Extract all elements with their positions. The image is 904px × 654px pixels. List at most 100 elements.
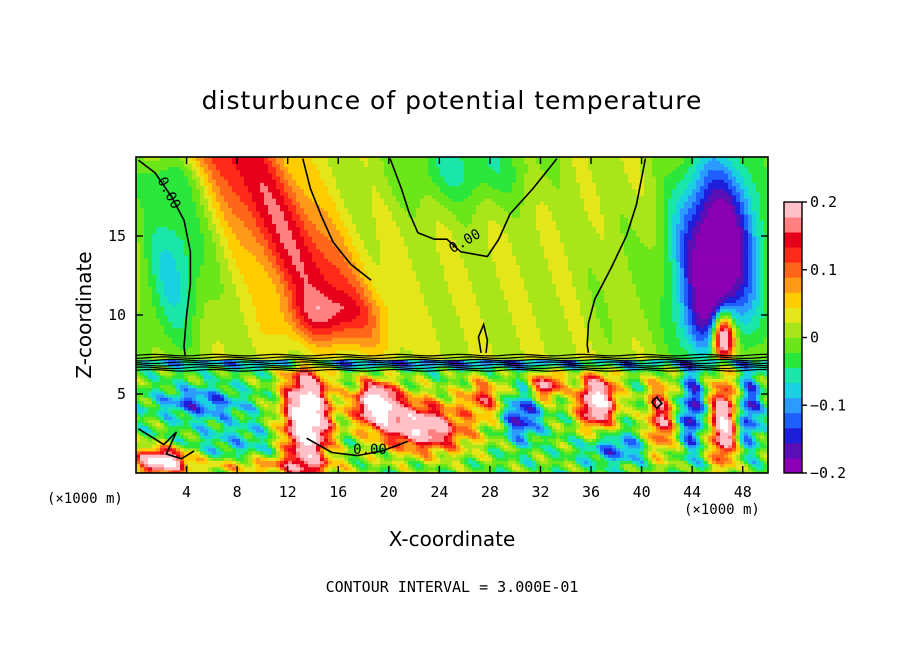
heatmap-cell bbox=[528, 460, 533, 465]
heatmap-cell bbox=[464, 378, 469, 382]
heatmap-cell bbox=[696, 457, 701, 461]
heatmap-cell bbox=[632, 469, 637, 473]
heatmap-cell bbox=[332, 381, 337, 386]
heatmap-cell bbox=[436, 397, 441, 401]
heatmap-cell bbox=[312, 447, 317, 452]
heatmap-cell bbox=[592, 397, 597, 401]
heatmap-cell bbox=[220, 400, 225, 405]
heatmap-cell bbox=[252, 466, 257, 471]
heatmap-cell bbox=[384, 387, 389, 392]
heatmap-cell bbox=[504, 394, 509, 398]
heatmap-cell bbox=[704, 441, 709, 446]
heatmap-cell bbox=[368, 390, 373, 395]
heatmap-cell bbox=[292, 394, 297, 398]
heatmap-cell bbox=[628, 403, 633, 408]
heatmap-cell bbox=[448, 422, 453, 427]
heatmap-cell bbox=[468, 378, 473, 382]
heatmap-cell bbox=[732, 438, 737, 442]
heatmap-cell bbox=[436, 438, 441, 442]
heatmap-cell bbox=[604, 444, 609, 449]
heatmap-cell bbox=[660, 457, 665, 461]
heatmap-cell bbox=[628, 450, 633, 455]
heatmap-cell bbox=[312, 431, 317, 436]
heatmap-cell bbox=[376, 431, 381, 436]
heatmap-cell bbox=[272, 435, 277, 439]
heatmap-cell bbox=[628, 444, 633, 449]
heatmap-cell bbox=[264, 422, 269, 427]
heatmap-cell bbox=[336, 412, 341, 417]
heatmap-cell bbox=[380, 419, 385, 424]
heatmap-cell bbox=[396, 394, 401, 398]
heatmap-cell bbox=[556, 444, 561, 449]
heatmap-cell bbox=[368, 381, 373, 386]
heatmap-cell bbox=[316, 431, 321, 436]
heatmap-cell bbox=[268, 438, 273, 442]
heatmap-cell bbox=[152, 460, 157, 465]
heatmap-cell bbox=[584, 444, 589, 449]
heatmap-cell bbox=[564, 419, 569, 424]
heatmap-cell bbox=[316, 463, 321, 468]
heatmap-cell bbox=[356, 447, 361, 452]
heatmap-cell bbox=[256, 412, 261, 417]
heatmap-cell bbox=[480, 419, 485, 424]
heatmap-cell bbox=[664, 454, 669, 458]
heatmap-cell bbox=[140, 381, 145, 386]
heatmap-cell bbox=[572, 378, 577, 382]
heatmap-cell bbox=[252, 394, 257, 398]
heatmap-cell bbox=[388, 435, 393, 439]
heatmap-cell bbox=[760, 412, 765, 417]
heatmap-cell bbox=[252, 403, 257, 408]
heatmap-cell bbox=[740, 460, 745, 465]
heatmap-cell bbox=[204, 397, 209, 401]
heatmap-cell bbox=[508, 444, 513, 449]
heatmap-cell bbox=[344, 375, 349, 379]
heatmap-cell bbox=[308, 384, 313, 389]
heatmap-cell bbox=[624, 425, 629, 430]
heatmap-cell bbox=[532, 397, 537, 401]
heatmap-cell bbox=[452, 378, 457, 382]
heatmap-cell bbox=[352, 409, 357, 414]
heatmap-cell bbox=[536, 435, 541, 439]
heatmap-cell bbox=[484, 416, 489, 420]
heatmap-cell bbox=[464, 460, 469, 465]
heatmap-cell bbox=[476, 419, 481, 424]
heatmap-cell bbox=[704, 422, 709, 427]
heatmap-cell bbox=[676, 381, 681, 386]
heatmap-cell bbox=[376, 390, 381, 395]
heatmap-cell bbox=[672, 457, 677, 461]
heatmap-cell bbox=[500, 454, 505, 458]
heatmap-cell bbox=[208, 412, 213, 417]
heatmap-cell bbox=[448, 444, 453, 449]
heatmap-cell bbox=[288, 422, 293, 427]
heatmap-cell bbox=[228, 460, 233, 465]
heatmap-cell bbox=[500, 441, 505, 446]
heatmap-cell bbox=[336, 403, 341, 408]
heatmap-cell bbox=[716, 457, 721, 461]
heatmap-cell bbox=[360, 419, 365, 424]
heatmap-cell bbox=[488, 460, 493, 465]
heatmap-cell bbox=[304, 463, 309, 468]
heatmap-cell bbox=[684, 381, 689, 386]
heatmap-cell bbox=[412, 394, 417, 398]
heatmap-cell bbox=[216, 428, 221, 433]
heatmap-cell bbox=[616, 409, 621, 414]
heatmap-cell bbox=[532, 390, 537, 395]
heatmap-cell bbox=[344, 463, 349, 468]
heatmap-cell bbox=[472, 431, 477, 436]
heatmap-cell bbox=[260, 457, 265, 461]
heatmap-cell bbox=[508, 422, 513, 427]
heatmap-cell bbox=[728, 466, 733, 471]
heatmap-cell bbox=[440, 412, 445, 417]
heatmap-cell bbox=[484, 431, 489, 436]
heatmap-cell bbox=[164, 403, 169, 408]
heatmap-cell bbox=[592, 422, 597, 427]
heatmap-cell bbox=[316, 447, 321, 452]
heatmap-cell bbox=[172, 469, 177, 473]
heatmap-cell bbox=[576, 450, 581, 455]
heatmap-cell bbox=[704, 409, 709, 414]
heatmap-cell bbox=[272, 412, 277, 417]
heatmap-cell bbox=[380, 384, 385, 389]
heatmap-cell bbox=[612, 378, 617, 382]
heatmap-cell bbox=[212, 375, 217, 379]
heatmap-cell bbox=[736, 422, 741, 427]
